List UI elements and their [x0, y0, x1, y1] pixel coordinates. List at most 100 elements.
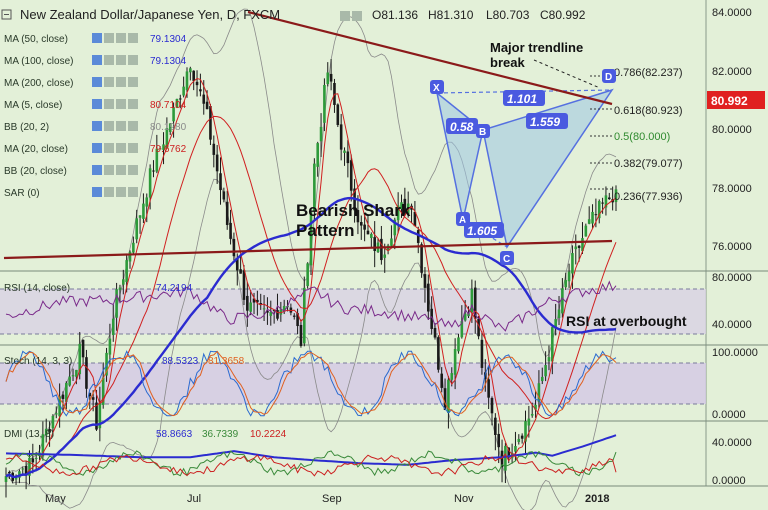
add-icon[interactable] [116, 77, 126, 87]
candle[interactable] [403, 187, 407, 216]
candle[interactable] [209, 103, 212, 145]
candle[interactable] [547, 345, 551, 371]
add-icon[interactable] [116, 165, 126, 175]
candle[interactable] [152, 160, 155, 178]
price-pane[interactable] [0, 0, 706, 270]
candle[interactable] [336, 103, 340, 128]
candle[interactable] [111, 304, 115, 342]
candle[interactable] [390, 225, 393, 249]
settings-icon[interactable] [104, 121, 114, 131]
candle[interactable] [400, 194, 403, 218]
candle[interactable] [262, 295, 266, 322]
candle[interactable] [356, 195, 360, 235]
candle[interactable] [61, 391, 65, 411]
settings-icon[interactable] [104, 143, 114, 153]
candle[interactable] [142, 193, 145, 223]
candle[interactable] [540, 367, 544, 385]
candle[interactable] [115, 282, 118, 331]
candle[interactable] [420, 242, 423, 278]
dmi-pane[interactable] [0, 422, 706, 486]
candle[interactable] [319, 113, 323, 157]
add-icon[interactable] [116, 187, 126, 197]
close-icon[interactable] [128, 165, 138, 175]
candle[interactable] [118, 284, 122, 304]
add-icon[interactable] [116, 121, 126, 131]
close-icon[interactable] [128, 121, 138, 131]
eye-icon[interactable] [92, 99, 102, 109]
candle[interactable] [292, 313, 296, 320]
indicator-legend[interactable]: MA (50, close) 79.1304 MA (100, close) 79.1… [4, 33, 187, 199]
candle[interactable] [81, 339, 85, 366]
candle[interactable] [212, 135, 216, 168]
candle[interactable] [343, 147, 346, 166]
candle[interactable] [232, 232, 236, 261]
candle[interactable] [31, 443, 35, 474]
candle[interactable] [168, 123, 172, 135]
add-icon[interactable] [116, 33, 126, 43]
candle[interactable] [34, 452, 38, 472]
candle[interactable] [4, 467, 8, 498]
candle[interactable] [591, 204, 594, 229]
candle[interactable] [215, 145, 219, 184]
candle[interactable] [329, 59, 333, 91]
eye-icon[interactable] [92, 165, 102, 175]
candle[interactable] [75, 369, 78, 385]
candle[interactable] [242, 265, 246, 306]
candle[interactable] [313, 158, 316, 220]
candle[interactable] [98, 386, 102, 442]
candle[interactable] [162, 132, 165, 165]
candle[interactable] [108, 323, 112, 366]
candle[interactable] [490, 396, 494, 426]
candle[interactable] [246, 282, 249, 327]
candle[interactable] [175, 98, 179, 109]
candle[interactable] [440, 367, 444, 393]
candle[interactable] [557, 296, 561, 325]
eye-icon[interactable] [340, 11, 350, 21]
candle[interactable] [302, 276, 306, 347]
candle[interactable] [607, 192, 611, 200]
candle[interactable] [574, 234, 578, 265]
candle[interactable] [326, 62, 330, 87]
candle[interactable] [122, 269, 125, 295]
candle[interactable] [225, 190, 229, 230]
candle[interactable] [427, 274, 430, 320]
candle[interactable] [266, 297, 269, 325]
candle[interactable] [178, 94, 182, 109]
candle[interactable] [567, 263, 571, 288]
candle[interactable] [537, 370, 541, 409]
close-icon[interactable] [128, 77, 138, 87]
candle[interactable] [370, 232, 373, 249]
candle[interactable] [309, 210, 313, 276]
eye-icon[interactable] [92, 121, 102, 131]
candle[interactable] [229, 209, 232, 245]
candle[interactable] [259, 293, 263, 310]
candle[interactable] [48, 421, 51, 447]
candle[interactable] [430, 296, 433, 335]
candle[interactable] [349, 154, 353, 202]
add-icon[interactable] [116, 143, 126, 153]
settings-icon[interactable] [104, 187, 114, 197]
close-icon[interactable] [128, 33, 138, 43]
candle[interactable] [494, 413, 497, 451]
candle[interactable] [199, 73, 202, 97]
candle[interactable] [473, 280, 477, 334]
eye-icon[interactable] [92, 55, 102, 65]
candle[interactable] [554, 303, 557, 336]
candle[interactable] [135, 209, 139, 244]
candle[interactable] [504, 442, 507, 484]
candle[interactable] [423, 267, 427, 303]
candle[interactable] [132, 236, 135, 255]
candle[interactable] [54, 406, 58, 419]
candle[interactable] [272, 309, 276, 324]
candle[interactable] [363, 212, 366, 242]
candle[interactable] [316, 141, 320, 177]
candle[interactable] [413, 200, 417, 227]
candle[interactable] [604, 186, 608, 216]
candle[interactable] [78, 331, 82, 380]
settings-icon[interactable] [104, 99, 114, 109]
candle[interactable] [279, 301, 283, 322]
candle[interactable] [165, 117, 169, 149]
candle[interactable] [249, 290, 252, 316]
candle[interactable] [155, 134, 159, 174]
candle[interactable] [500, 439, 504, 483]
